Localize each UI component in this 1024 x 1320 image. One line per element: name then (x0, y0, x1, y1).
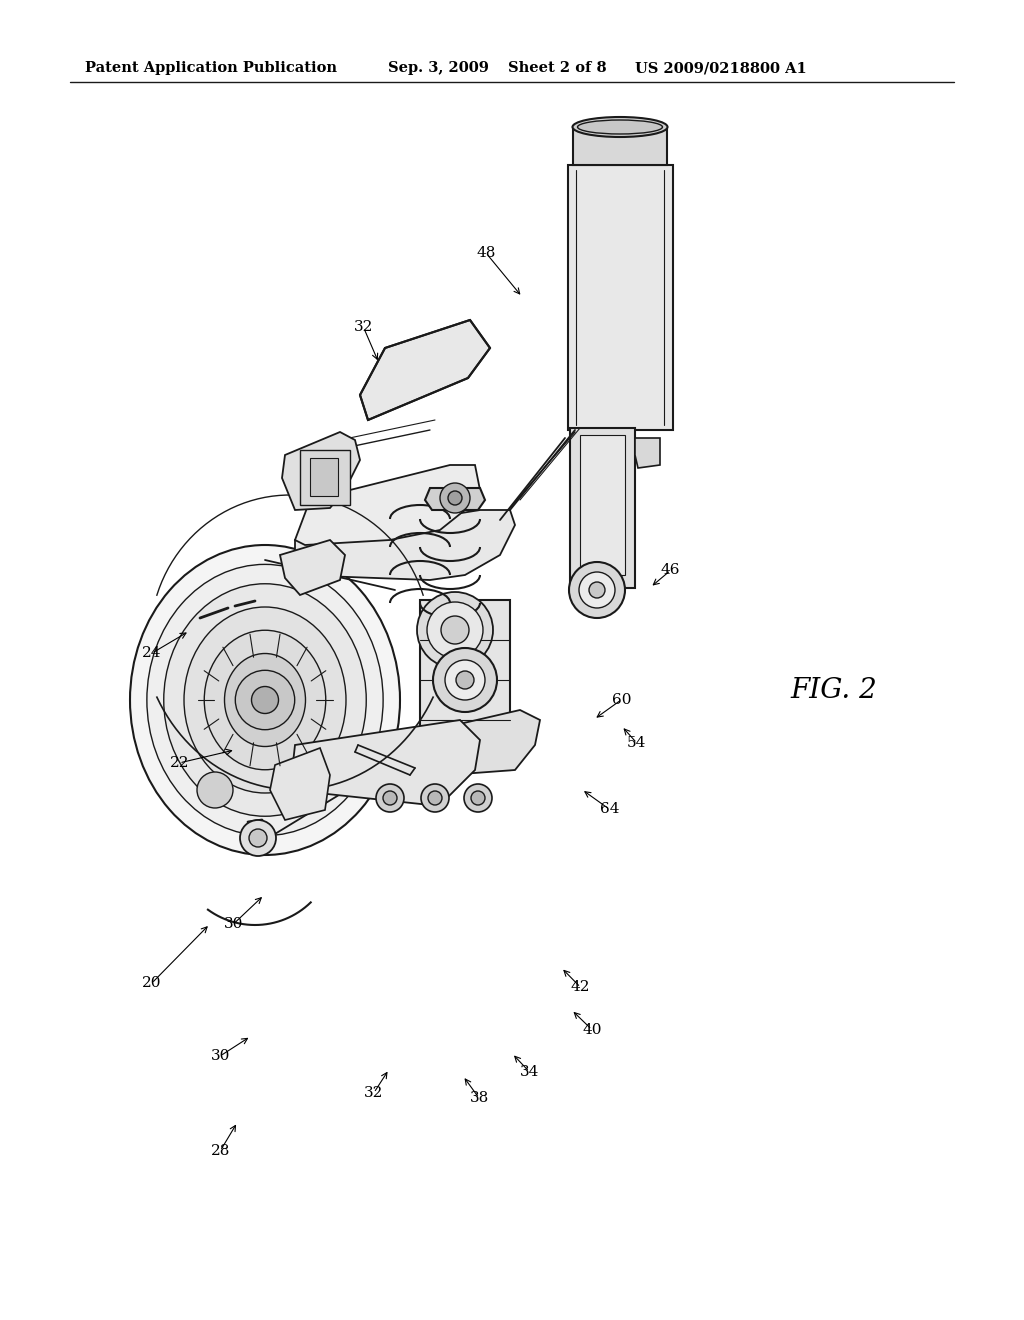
Circle shape (240, 820, 276, 855)
Text: FIG. 2: FIG. 2 (790, 676, 877, 704)
Circle shape (441, 616, 469, 644)
Circle shape (421, 784, 449, 812)
Circle shape (252, 686, 279, 714)
Polygon shape (270, 748, 330, 820)
Circle shape (249, 829, 267, 847)
Circle shape (433, 648, 497, 711)
Bar (310, 458, 338, 496)
Circle shape (569, 562, 625, 618)
Text: 20: 20 (141, 977, 162, 990)
Bar (570, 428, 635, 587)
Text: 48: 48 (477, 247, 496, 260)
Text: 34: 34 (520, 1065, 539, 1078)
Text: US 2009/0218800 A1: US 2009/0218800 A1 (635, 61, 807, 75)
Text: 32: 32 (365, 1086, 383, 1100)
Text: 30: 30 (224, 917, 243, 931)
Polygon shape (295, 469, 330, 506)
Polygon shape (360, 319, 490, 420)
Text: 22: 22 (169, 756, 189, 770)
Ellipse shape (146, 565, 383, 836)
Text: 42: 42 (570, 981, 591, 994)
Circle shape (428, 791, 442, 805)
Text: 24: 24 (141, 647, 162, 660)
Circle shape (456, 671, 474, 689)
Circle shape (376, 784, 404, 812)
Ellipse shape (130, 545, 400, 855)
Circle shape (579, 572, 615, 609)
Ellipse shape (572, 117, 668, 137)
Circle shape (464, 784, 492, 812)
Polygon shape (573, 127, 667, 165)
Circle shape (197, 772, 233, 808)
Polygon shape (425, 488, 485, 510)
Circle shape (589, 582, 605, 598)
Text: 64: 64 (599, 803, 620, 816)
Ellipse shape (224, 653, 305, 747)
Bar (420, 601, 510, 770)
Bar (568, 165, 673, 430)
Text: 60: 60 (611, 693, 632, 706)
Text: 46: 46 (660, 564, 681, 577)
Circle shape (440, 483, 470, 513)
Polygon shape (635, 438, 660, 469)
Ellipse shape (184, 607, 346, 793)
Text: Sheet 2 of 8: Sheet 2 of 8 (508, 61, 606, 75)
Text: 54: 54 (628, 737, 646, 750)
Circle shape (445, 660, 485, 700)
Polygon shape (372, 710, 540, 780)
Ellipse shape (204, 630, 326, 770)
Circle shape (427, 602, 483, 657)
Circle shape (449, 491, 462, 506)
Polygon shape (295, 465, 480, 545)
Text: 30: 30 (211, 1049, 229, 1063)
Circle shape (383, 791, 397, 805)
Circle shape (471, 791, 485, 805)
Text: 38: 38 (470, 1092, 488, 1105)
Bar (580, 436, 625, 576)
Circle shape (417, 591, 493, 668)
Text: 28: 28 (211, 1144, 229, 1158)
Circle shape (236, 671, 295, 730)
Polygon shape (282, 432, 360, 510)
Bar (300, 450, 350, 506)
Text: 40: 40 (582, 1023, 602, 1036)
Polygon shape (280, 540, 345, 595)
Text: 32: 32 (354, 321, 373, 334)
Polygon shape (290, 719, 480, 805)
Text: Sep. 3, 2009: Sep. 3, 2009 (388, 61, 488, 75)
Text: Patent Application Publication: Patent Application Publication (85, 61, 337, 75)
Ellipse shape (578, 120, 663, 135)
Polygon shape (295, 510, 515, 579)
Ellipse shape (164, 583, 367, 816)
